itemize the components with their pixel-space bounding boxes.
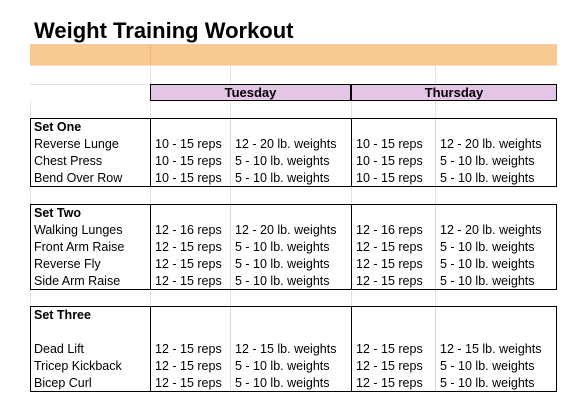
column-separator [150,307,151,391]
section-title: Set Two [34,206,81,220]
thursday-reps: 12 - 16 reps [356,223,423,237]
thursday-reps: 12 - 15 reps [356,274,423,288]
tuesday-weight: 12 - 20 lb. weights [235,137,337,151]
tuesday-weight: 5 - 10 lb. weights [235,257,330,271]
grid-line [150,65,151,101]
grid-line [230,186,231,204]
exercise-name: Bend Over Row [34,171,123,185]
exercise-name: Dead Lift [34,342,85,356]
tuesday-reps: 12 - 15 reps [155,274,222,288]
column-separator [351,205,352,289]
exercise-name: Reverse Fly [34,257,101,271]
tuesday-weight: 12 - 15 lb. weights [235,342,337,356]
grid-line [150,101,151,117]
thursday-reps: 10 - 15 reps [356,137,423,151]
thursday-weight: 5 - 10 lb. weights [440,154,535,168]
grid-line [351,290,352,306]
section-title: Set One [34,120,82,134]
exercise-name: Reverse Lunge [34,137,119,151]
section-block: Set Two Walking Lunges 12 - 16 reps 12 - 20… [30,204,557,290]
tuesday-weight: 5 - 10 lb. weights [235,240,330,254]
grid-line [435,290,436,306]
tuesday-reps: 12 - 15 reps [155,359,222,373]
exercise-name: Side Arm Raise [34,274,121,288]
tuesday-weight: 5 - 10 lb. weights [235,154,330,168]
section-title: Set Three [34,308,91,322]
header-band-divider [150,44,151,65]
exercise-name: Chest Press [34,154,103,168]
column-separator [150,119,151,186]
tuesday-reps: 12 - 16 reps [155,223,222,237]
exercise-name: Walking Lunges [34,223,123,237]
grid-line [30,65,557,66]
tuesday-weight: 5 - 10 lb. weights [235,359,330,373]
grid-line [230,101,231,117]
thursday-weight: 12 - 15 lb. weights [440,342,542,356]
grid-line [30,290,31,306]
thursday-weight: 5 - 10 lb. weights [440,257,535,271]
tuesday-reps: 10 - 15 reps [155,154,222,168]
thursday-reps: 12 - 15 reps [356,240,423,254]
tuesday-weight: 5 - 10 lb. weights [235,274,330,288]
column-separator [230,119,231,186]
column-separator [351,119,352,186]
column-separator [150,205,151,289]
thursday-reps: 10 - 15 reps [356,154,423,168]
tuesday-reps: 12 - 15 reps [155,376,222,390]
thursday-weight: 5 - 10 lb. weights [440,359,535,373]
grid-line [30,186,31,204]
thursday-reps: 12 - 15 reps [356,376,423,390]
tuesday-weight: 12 - 20 lb. weights [235,223,337,237]
thursday-weight: 12 - 20 lb. weights [440,137,542,151]
grid-line [351,186,352,204]
grid-line [351,101,352,117]
column-separator [435,307,436,391]
tuesday-reps: 12 - 15 reps [155,342,222,356]
workout-sheet: Tuesday Thursday Set One Reverse Lunge 10 - … [30,44,557,392]
section-block: Set One Reverse Lunge 10 - 15 reps 12 - 20 … [30,118,557,187]
section-block: Set Three Dead Lift 12 - 15 reps 12 - 15 lb… [30,306,557,392]
tuesday-weight: 5 - 10 lb. weights [235,376,330,390]
header-band [30,44,557,65]
exercise-name: Front Arm Raise [34,240,125,254]
thursday-reps: 12 - 15 reps [356,257,423,271]
thursday-weight: 5 - 10 lb. weights [440,171,535,185]
grid-line [230,290,231,306]
thursday-weight: 12 - 20 lb. weights [440,223,542,237]
page-title: Weight Training Workout [34,18,294,43]
exercise-name: Tricep Kickback [34,359,122,373]
thursday-weight: 5 - 10 lb. weights [440,240,535,254]
grid-line [435,186,436,204]
tuesday-reps: 10 - 15 reps [155,137,222,151]
tuesday-reps: 12 - 15 reps [155,257,222,271]
column-separator [230,307,231,391]
tuesday-reps: 12 - 15 reps [155,240,222,254]
grid-line [150,290,151,306]
grid-line [435,101,436,117]
thursday-reps: 12 - 15 reps [356,342,423,356]
column-separator [435,119,436,186]
column-separator [435,205,436,289]
exercise-name: Bicep Curl [34,376,92,390]
tuesday-reps: 10 - 15 reps [155,171,222,185]
column-separator [230,205,231,289]
grid-line [230,65,231,101]
day-header-tuesday: Tuesday [150,84,351,101]
thursday-reps: 10 - 15 reps [356,171,423,185]
thursday-weight: 5 - 10 lb. weights [440,274,535,288]
day-header-thursday: Thursday [351,84,557,101]
grid-line [30,101,31,117]
thursday-reps: 12 - 15 reps [356,359,423,373]
thursday-weight: 5 - 10 lb. weights [440,376,535,390]
column-separator [351,307,352,391]
tuesday-weight: 5 - 10 lb. weights [235,171,330,185]
grid-line [150,186,151,204]
grid-line [435,65,436,101]
